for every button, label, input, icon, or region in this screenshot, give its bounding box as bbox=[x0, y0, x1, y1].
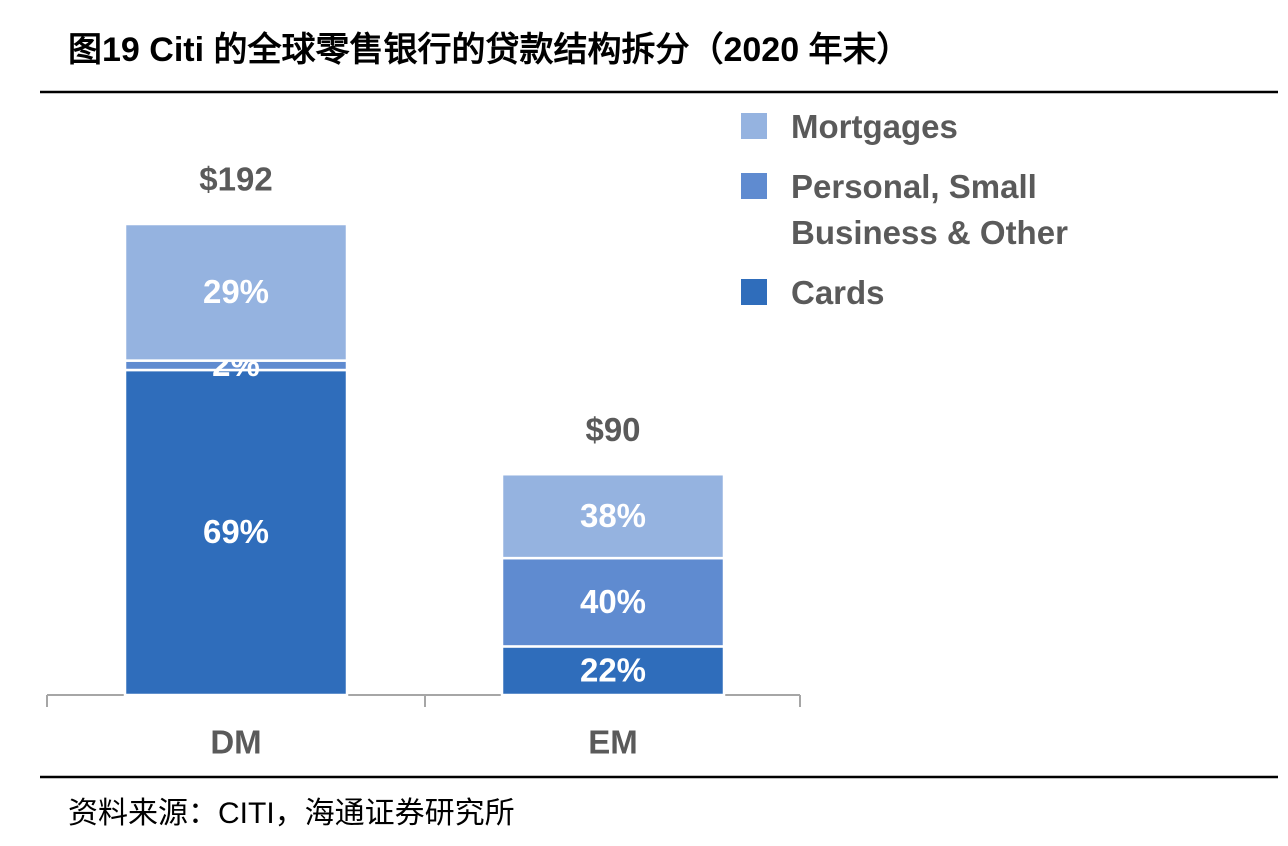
bar-segment bbox=[500, 645, 726, 697]
x-tick-label: EM bbox=[588, 724, 638, 761]
legend-entry: Personal, Small Business & Other bbox=[741, 164, 1161, 256]
legend-swatch bbox=[741, 279, 767, 305]
bar-segment bbox=[123, 368, 349, 697]
data-label: 69% bbox=[203, 513, 269, 550]
data-label: 29% bbox=[203, 273, 269, 310]
total-label: $90 bbox=[585, 411, 640, 448]
legend-label: Personal, Small Business & Other bbox=[791, 168, 1068, 251]
bar-segment bbox=[500, 556, 726, 648]
chart-title: 图19 Citi 的全球零售银行的贷款结构拆分（2020 年末） bbox=[68, 30, 911, 69]
legend-entry: Mortgages bbox=[741, 104, 1161, 150]
legend-label: Mortgages bbox=[791, 108, 958, 145]
data-label: 22% bbox=[580, 651, 646, 688]
data-label: 40% bbox=[580, 583, 646, 620]
x-tick-label: DM bbox=[210, 724, 261, 761]
bar-segment bbox=[123, 222, 349, 362]
legend-swatch bbox=[741, 113, 767, 139]
legend-swatch bbox=[741, 173, 767, 199]
legend-entry: Cards bbox=[741, 270, 1161, 316]
bar-segment bbox=[500, 472, 726, 560]
legend-label: Cards bbox=[791, 274, 885, 311]
total-label: $192 bbox=[199, 161, 272, 198]
data-label: 38% bbox=[580, 497, 646, 534]
legend: Mortgages Personal, Small Business & Othe… bbox=[741, 104, 1161, 330]
source: 资料来源：CITI，海通证券研究所 bbox=[68, 797, 515, 830]
